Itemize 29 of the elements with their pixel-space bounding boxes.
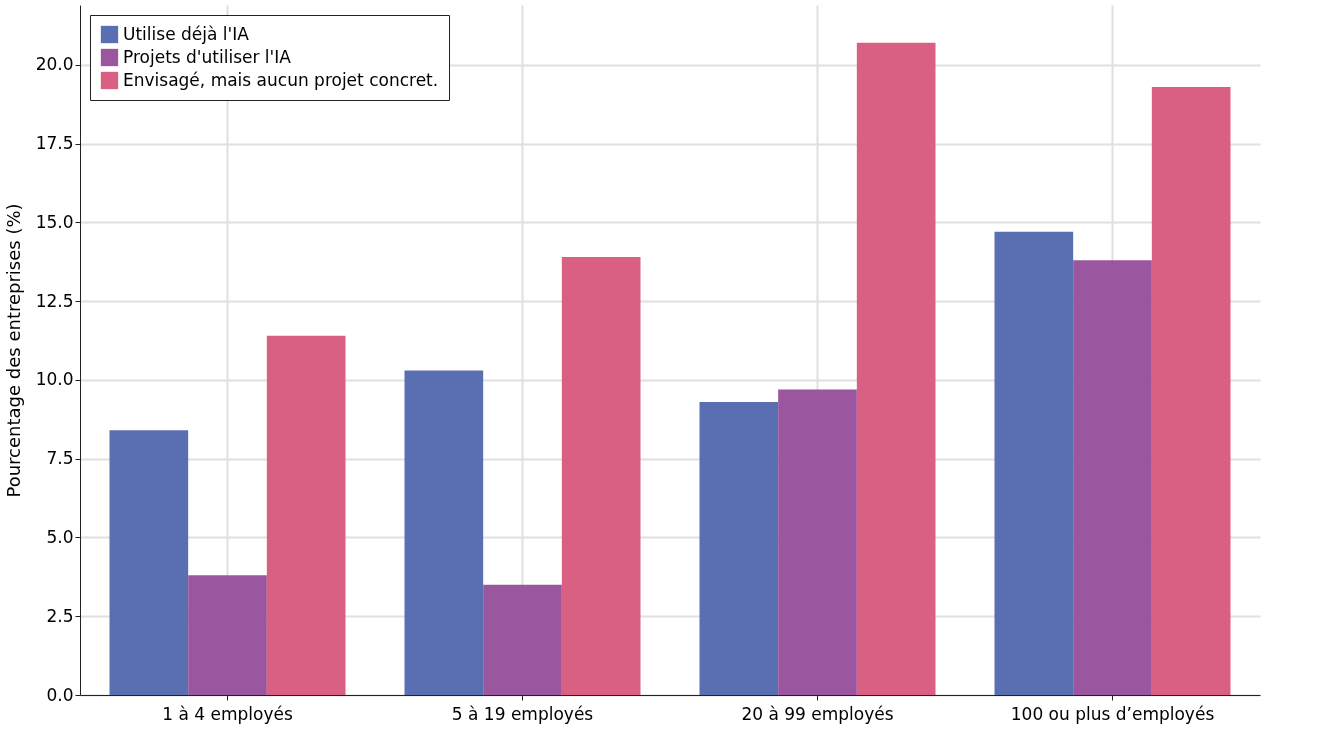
bar — [1151, 86, 1231, 695]
y-tick-label: 15.0 — [35, 211, 74, 232]
bar — [1073, 260, 1152, 695]
y-tick-label: 17.5 — [35, 133, 74, 154]
bar — [404, 370, 484, 695]
bar — [994, 231, 1074, 695]
y-axis-title: Pourcentage des entreprises (%) — [2, 203, 24, 498]
x-tick-label: 100 ou plus d’employés — [1010, 703, 1215, 724]
legend-label: Utilise déjà l'IA — [123, 23, 250, 44]
y-tick-label: 10.0 — [35, 369, 74, 390]
y-tick-label: 12.5 — [35, 290, 74, 311]
bar — [778, 389, 857, 695]
y-tick-label: 7.5 — [46, 448, 74, 469]
y-tick-label: 0.0 — [46, 684, 74, 705]
legend-label: Envisagé, mais aucun projet concret. — [123, 69, 439, 90]
bar — [561, 257, 641, 695]
bar — [266, 335, 346, 695]
y-tick-label: 2.5 — [46, 605, 74, 626]
bar — [856, 42, 936, 695]
x-tick-label: 1 à 4 employés — [162, 703, 293, 724]
x-tick-label: 5 à 19 employés — [451, 703, 594, 724]
x-tick-label: 20 à 99 employés — [741, 703, 894, 724]
y-tick-label: 5.0 — [46, 526, 74, 547]
bar — [483, 584, 562, 695]
bar — [699, 401, 779, 695]
y-tick-label: 20.0 — [35, 54, 74, 75]
bar — [188, 575, 267, 695]
bar — [109, 430, 189, 695]
legend-label: Projets d'utiliser l'IA — [123, 46, 292, 67]
